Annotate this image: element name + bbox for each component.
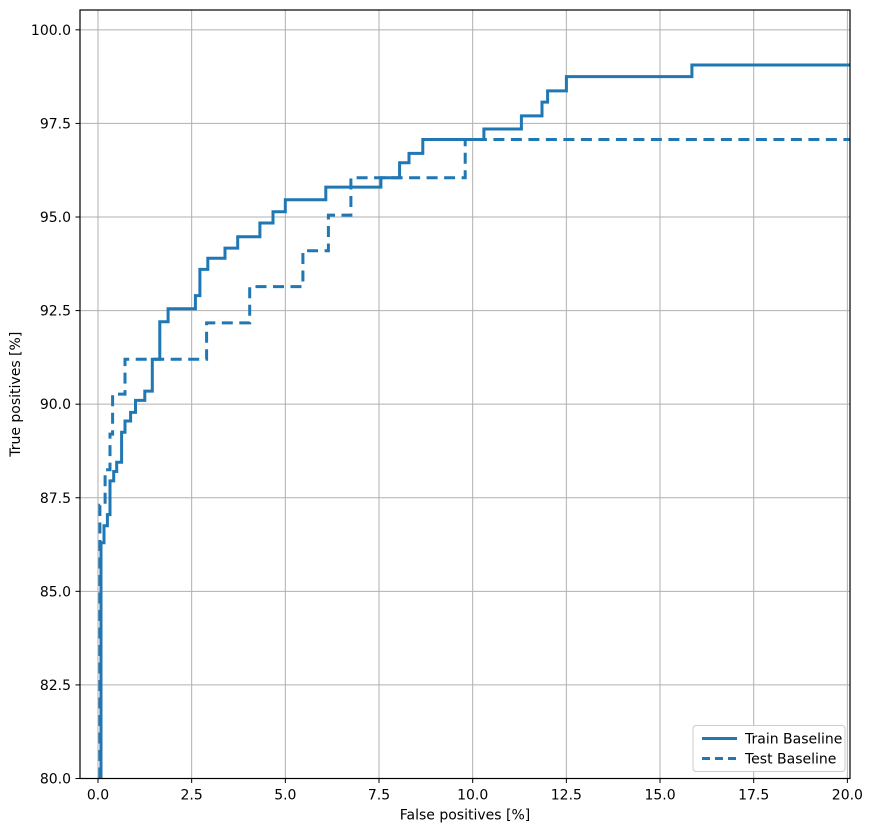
series-test-baseline xyxy=(98,138,850,779)
x-tick-label: 7.5 xyxy=(368,788,390,804)
series-train-baseline xyxy=(99,63,850,779)
x-axis-label: False positives [%] xyxy=(400,808,530,824)
y-tick-label: 95.0 xyxy=(40,210,71,226)
x-tick-label: 12.5 xyxy=(551,788,582,804)
x-tick-label: 10.0 xyxy=(457,788,488,804)
y-tick-label: 90.0 xyxy=(40,397,71,413)
legend-label: Test Baseline xyxy=(744,752,836,768)
y-tick-label: 97.5 xyxy=(40,116,71,132)
y-tick-label: 92.5 xyxy=(40,304,71,320)
y-tick-label: 82.5 xyxy=(40,678,71,694)
x-tick-label: 2.5 xyxy=(181,788,203,804)
y-tick-label: 87.5 xyxy=(40,491,71,507)
y-tick-label: 80.0 xyxy=(40,772,71,788)
y-tick-label: 85.0 xyxy=(40,584,71,600)
y-axis-label: True positives [%] xyxy=(8,332,24,458)
x-tick-label: 5.0 xyxy=(274,788,296,804)
legend-label: Train Baseline xyxy=(744,732,842,748)
y-tick-label: 100.0 xyxy=(31,23,71,39)
x-tick-label: 0.0 xyxy=(87,788,109,804)
x-tick-label: 15.0 xyxy=(644,788,675,804)
x-tick-label: 17.5 xyxy=(738,788,769,804)
axes-spines xyxy=(79,9,851,780)
x-tick-label: 20.0 xyxy=(832,788,863,804)
